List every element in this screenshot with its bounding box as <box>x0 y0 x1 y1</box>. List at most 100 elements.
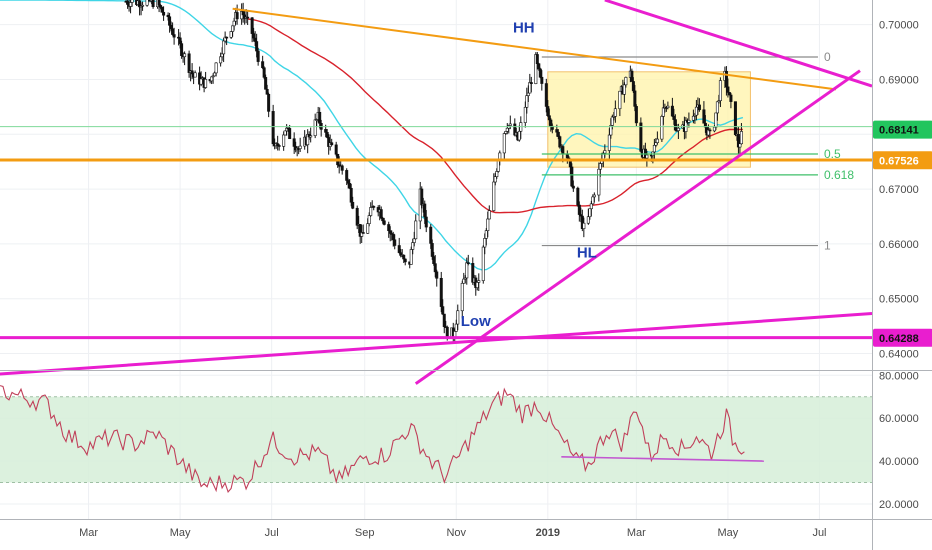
candle-body <box>235 12 239 20</box>
candle-body <box>309 135 313 138</box>
candle-body <box>141 4 145 7</box>
candle-body <box>504 131 508 134</box>
candle-body <box>684 120 688 132</box>
candle-body <box>609 125 613 136</box>
candle-body <box>423 203 427 218</box>
candle-body <box>241 11 245 16</box>
candle-body <box>526 92 530 96</box>
candle-body <box>381 217 385 222</box>
candle-body <box>355 207 359 226</box>
candle-body <box>171 28 175 35</box>
candle-body <box>246 16 250 19</box>
candle-body <box>493 176 497 183</box>
candle-body <box>204 79 208 88</box>
candle-body <box>330 142 334 146</box>
candle-body <box>150 0 154 2</box>
fib-level-label: 0.618 <box>824 168 854 182</box>
candle-body <box>348 183 352 189</box>
candle-body <box>211 75 215 78</box>
candle-body <box>255 41 259 52</box>
candle-body <box>271 111 275 145</box>
candle-body <box>388 230 392 234</box>
price-badge-value: 0.64288 <box>879 333 919 345</box>
candle-body <box>361 232 365 234</box>
candle-body <box>414 220 418 240</box>
candle-body <box>391 233 395 241</box>
candle-body <box>546 106 550 116</box>
price-tick-label: 0.70000 <box>879 20 919 32</box>
candle-body <box>607 134 611 151</box>
candle-body <box>439 277 443 307</box>
candle-body <box>588 208 592 218</box>
candle-body <box>231 25 235 32</box>
candle-body <box>597 168 601 196</box>
candle-body <box>379 209 383 219</box>
candle-body <box>429 226 433 244</box>
candle-body <box>475 282 479 288</box>
candle-body <box>487 210 491 220</box>
candle-body <box>157 0 161 6</box>
candle-body <box>261 61 265 69</box>
candle-body <box>435 271 439 279</box>
candle-body <box>505 127 509 132</box>
candle-body <box>739 131 743 145</box>
rsi-band <box>0 396 872 484</box>
candle-body <box>412 238 416 243</box>
candle-body <box>654 142 658 146</box>
candle-body <box>159 5 163 8</box>
candle-body <box>267 94 271 112</box>
candle-body <box>199 78 203 85</box>
candle-body <box>733 101 737 135</box>
rsi-line <box>0 385 745 493</box>
time-tick-label: Nov <box>446 527 466 539</box>
candle-body <box>729 94 733 102</box>
candle-body <box>589 203 593 210</box>
candle-body <box>318 111 322 124</box>
candle-body <box>264 77 268 90</box>
candle-body <box>172 34 176 38</box>
candle-body <box>256 50 260 62</box>
candle-body <box>220 53 224 58</box>
candle-body <box>622 84 626 95</box>
candle-body <box>537 63 541 70</box>
candle-body <box>712 126 716 132</box>
candle-body <box>351 201 355 209</box>
candle-body <box>262 67 266 78</box>
candle-body <box>624 77 628 86</box>
candle-body <box>708 129 712 132</box>
price-tick-label: 0.65000 <box>879 294 919 306</box>
candle-body <box>403 258 407 263</box>
candle-body <box>660 116 664 140</box>
candle-body <box>538 68 542 78</box>
candle-body <box>219 56 223 64</box>
candle-body <box>496 160 500 172</box>
candle-body <box>349 187 353 203</box>
time-tick-label: Jul <box>812 527 826 539</box>
rsi-tick-label: 60.0000 <box>879 413 919 425</box>
candle-body <box>187 53 191 73</box>
candle-body <box>603 150 607 154</box>
price-tick-label: 0.64000 <box>879 349 919 361</box>
candle-body <box>466 262 470 265</box>
candle-body <box>670 105 674 117</box>
candle-body <box>523 106 527 123</box>
candle-body <box>555 129 559 133</box>
candle-body <box>340 165 344 171</box>
candle-body <box>160 7 164 13</box>
candle-body <box>282 134 286 147</box>
candle-body <box>738 143 742 148</box>
candle-body <box>694 106 698 116</box>
candle-body <box>715 101 719 114</box>
trendline <box>604 0 873 88</box>
candle-body <box>610 116 614 126</box>
candle-body <box>547 115 551 121</box>
candle-body <box>666 105 670 109</box>
candle-body <box>639 122 643 152</box>
annotation-label: Low <box>461 313 491 330</box>
candle-body <box>652 144 656 153</box>
candle-body <box>367 215 371 224</box>
candle-body <box>442 313 446 327</box>
candle-body <box>313 119 317 136</box>
